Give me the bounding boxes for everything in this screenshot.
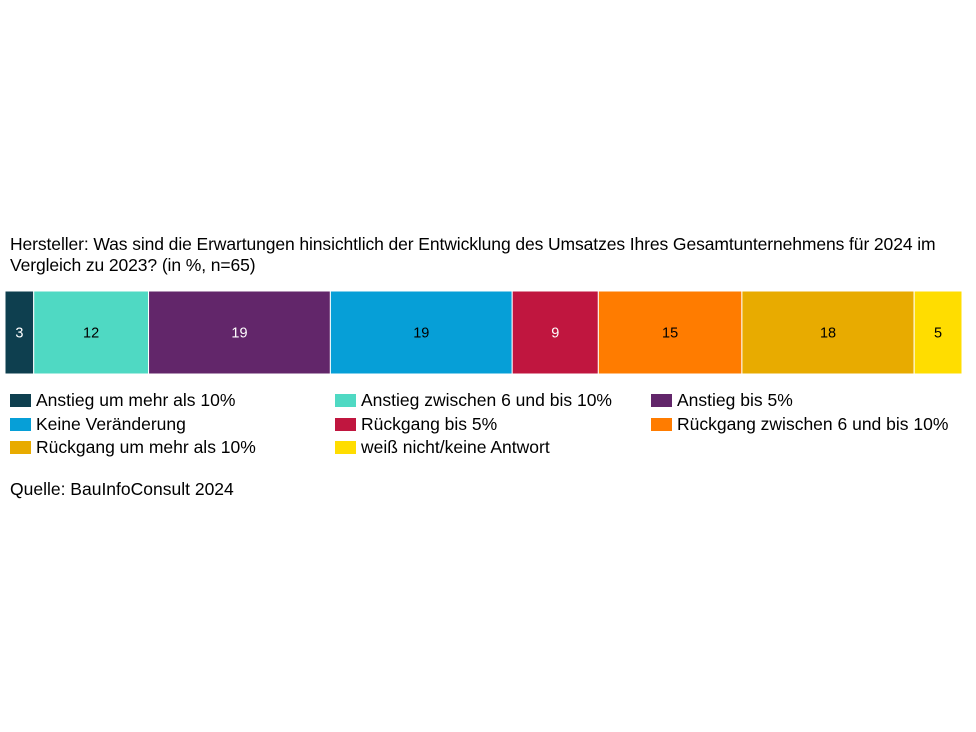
legend-label: Anstieg um mehr als 10%	[36, 390, 236, 410]
bar-data-label-5: 9	[551, 326, 559, 342]
bar-segment-8	[913, 291, 962, 374]
bar-data-label-8: 5	[934, 326, 942, 342]
legend-item-2: Anstieg zwischen 6 und bis 10%	[335, 389, 612, 411]
bar-data-label-7: 18	[820, 326, 836, 342]
legend-swatch	[10, 440, 31, 454]
legend-item-8: weiß nicht/keine Antwort	[335, 436, 550, 458]
legend-item-1: Anstieg um mehr als 10%	[10, 389, 235, 411]
legend-swatch	[10, 393, 31, 407]
stacked-bar-svg: 3 12 19 19 9 15 18 5	[5, 291, 962, 374]
bar-data-label-4: 19	[413, 326, 429, 342]
stacked-bar-chart: 3 12 19 19 9 15 18 5	[5, 291, 962, 374]
chart-title: Hersteller: Was sind die Erwartungen hin…	[10, 234, 936, 275]
bar-data-label-2: 12	[83, 326, 99, 342]
legend-label: Rückgang bis 5%	[361, 414, 498, 434]
legend-item-7: Rückgang um mehr als 10%	[10, 436, 256, 458]
legend-item-3: Anstieg bis 5%	[651, 389, 793, 411]
bar-segment-7	[741, 291, 915, 374]
legend-swatch	[10, 417, 31, 431]
legend-label: Anstieg zwischen 6 und bis 10%	[361, 390, 612, 410]
bar-segment-2	[33, 291, 150, 374]
source-note: Quelle: BauInfoConsult 2024	[10, 479, 234, 499]
legend-label: Keine Veränderung	[36, 414, 186, 434]
legend-swatch	[651, 417, 672, 431]
bar-segment-3	[148, 291, 331, 374]
legend-label: Rückgang zwischen 6 und bis 10%	[677, 414, 949, 434]
bar-data-label-1: 3	[15, 326, 23, 342]
bar-data-label-6: 15	[662, 326, 678, 342]
bar-segment-5	[511, 291, 599, 374]
legend-label: Anstieg bis 5%	[677, 390, 793, 410]
bar-data-label-3: 19	[231, 326, 247, 342]
legend-swatch	[335, 440, 356, 454]
chart-legend: Anstieg um mehr als 10% Anstieg zwischen …	[10, 389, 976, 461]
legend-swatch	[335, 393, 356, 407]
legend-item-4: Keine Veränderung	[10, 413, 186, 435]
legend-label: weiß nicht/keine Antwort	[361, 437, 550, 457]
legend-swatch	[651, 393, 672, 407]
legend-item-6: Rückgang zwischen 6 und bis 10%	[651, 413, 948, 435]
legend-label: Rückgang um mehr als 10%	[36, 437, 256, 457]
bar-segment-4	[329, 291, 513, 374]
legend-item-5: Rückgang bis 5%	[335, 413, 497, 435]
legend-swatch	[335, 417, 356, 431]
